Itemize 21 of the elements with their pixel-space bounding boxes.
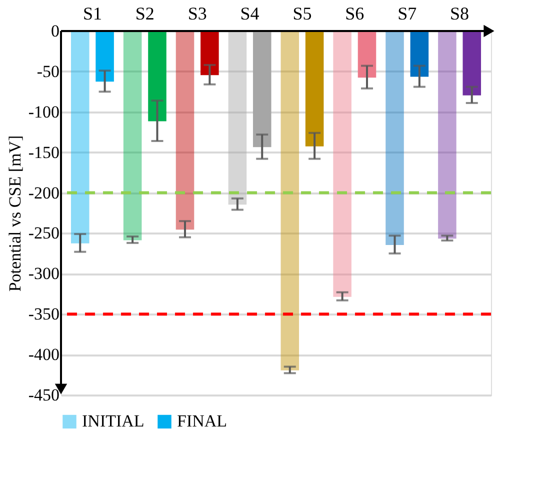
y-tick-label: -150 [28, 142, 60, 162]
y-tick-label: -50 [36, 62, 60, 81]
y-tick-label: -300 [28, 264, 60, 284]
legend-label: FINAL [177, 412, 228, 431]
y-axis-title: Potential vs CSE [mV] [5, 135, 24, 292]
y-tick-label: -450 [28, 386, 60, 404]
x-tick-label: S2 [135, 4, 154, 24]
legend-label: INITIAL [82, 412, 144, 431]
x-tick-label: S6 [345, 4, 364, 24]
x-tick-label: S7 [398, 4, 417, 24]
x-tick-label: S4 [240, 4, 260, 24]
y-tick-label: 0 [51, 22, 60, 40]
x-tick-label: S5 [292, 4, 312, 24]
y-tick-label: -250 [28, 224, 60, 243]
y-tick-label: -350 [28, 304, 60, 324]
y-tick-label: -200 [28, 183, 60, 202]
y-tick-label: -100 [28, 102, 60, 122]
y-tick-label: -400 [28, 345, 60, 364]
x-tick-label: S1 [82, 4, 102, 24]
x-tick-label: S8 [450, 4, 470, 24]
x-tick-label: S3 [188, 4, 207, 24]
